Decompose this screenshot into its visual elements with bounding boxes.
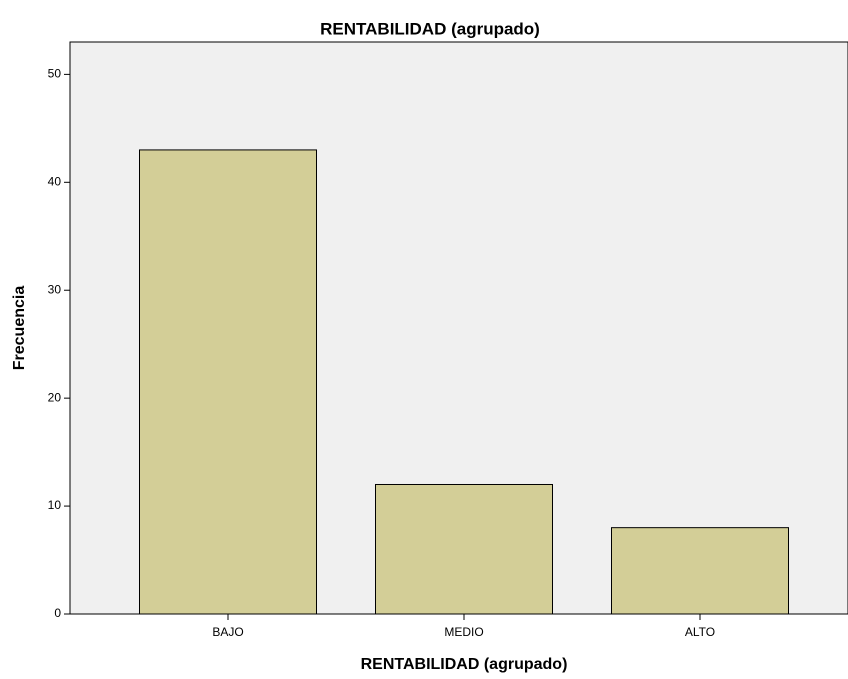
y-tick-label: 10 [48, 498, 62, 512]
y-tick-label: 50 [48, 67, 62, 81]
y-tick-label: 20 [48, 390, 62, 404]
y-tick-label: 40 [48, 174, 62, 188]
x-tick-label: MEDIO [444, 625, 483, 639]
y-axis-label: Frecuencia [11, 286, 28, 371]
bar [375, 483, 553, 615]
y-tick-label: 30 [48, 282, 62, 296]
chart-title: RENTABILIDAD (agrupado) [320, 19, 540, 38]
y-tick-label: 0 [54, 606, 61, 620]
x-tick-label: ALTO [685, 625, 715, 639]
bar [139, 149, 317, 615]
bar [611, 527, 789, 615]
x-axis-label: RENTABILIDAD (agrupado) [361, 656, 568, 673]
x-tick-label: BAJO [212, 625, 243, 639]
